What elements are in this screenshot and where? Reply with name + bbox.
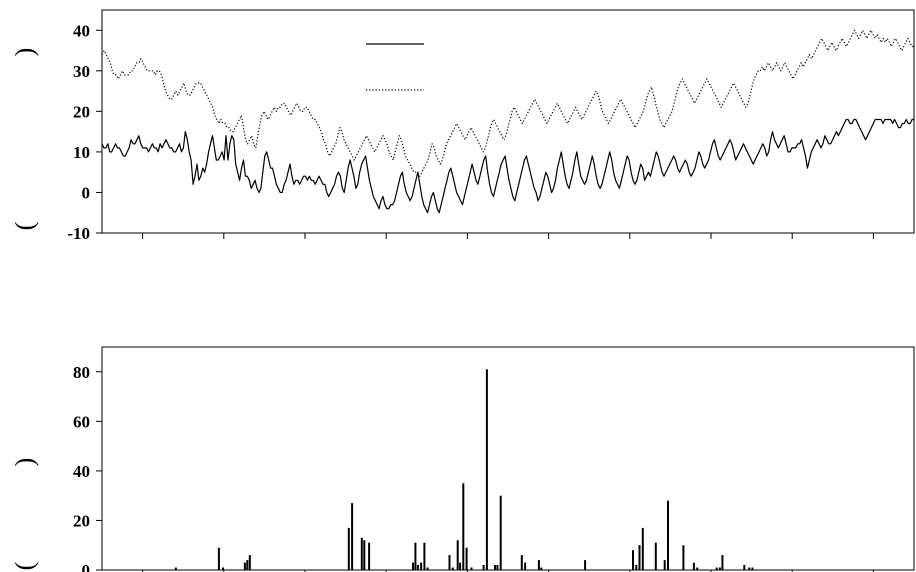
precip-bar (360, 537, 363, 570)
series-solid-line (101, 118, 914, 214)
precip-bar (470, 567, 473, 570)
precip-bar (682, 545, 685, 570)
precip-bar (482, 565, 485, 570)
precip-bar (667, 500, 669, 570)
chart2-ytick-label: 0 (82, 561, 91, 572)
chart1-plot-frame (101, 9, 915, 234)
precip-bar (416, 565, 419, 570)
chart2-bars (174, 369, 754, 570)
chart1-ylabel-paren-lower: ( (10, 222, 39, 231)
precip-bar (351, 503, 354, 570)
precip-bar (363, 540, 366, 570)
chart1-y-axis: -10 0 10 20 30 40 (67, 21, 102, 243)
precip-bar (217, 547, 220, 570)
chart2-plot-frame (101, 346, 915, 571)
precip-bar (663, 560, 666, 570)
chart1-ytick-label: 10 (73, 143, 90, 162)
precip-bar (718, 567, 721, 570)
precip-bar (751, 567, 754, 570)
precip-bar (584, 560, 587, 570)
chart1-ytick-label: 30 (73, 62, 90, 81)
precip-bar (174, 567, 177, 570)
precip-bar (540, 567, 543, 570)
chart1-ytick-label: -10 (67, 224, 90, 243)
precip-bar (426, 567, 429, 570)
precip-bar (485, 369, 488, 570)
precip-bar (243, 562, 246, 570)
chart2-ytick-label: 60 (73, 412, 90, 431)
precip-bar (721, 555, 724, 570)
precip-bar (654, 542, 657, 570)
chart1-x-axis (142, 233, 874, 239)
precip-bar (368, 542, 371, 570)
precip-bar (537, 560, 540, 570)
precip-bar (412, 562, 414, 570)
chart1-series (101, 29, 914, 214)
precip-bar (222, 567, 224, 570)
chart1-ytick-label: 40 (73, 21, 90, 40)
series-dotted-line (101, 29, 914, 177)
precip-bar (246, 560, 249, 570)
precip-bar (696, 567, 699, 570)
precip-bar (465, 547, 468, 570)
chart1-ytick-label: 20 (73, 102, 90, 121)
precip-bar (499, 495, 502, 570)
chart1-legend (366, 43, 424, 91)
chart2-y-axis: 0 20 40 60 80 (73, 363, 102, 572)
precip-bar (692, 562, 695, 570)
precip-bar (524, 562, 527, 570)
precip-bar (462, 483, 465, 570)
precip-bar (743, 565, 746, 570)
temperature-chart: -10 0 10 20 30 40 ) ( (10, 9, 915, 243)
precip-bar (635, 565, 638, 570)
precip-bar (420, 562, 423, 570)
chart2-ylabel-paren-lower: ( (10, 562, 39, 571)
precip-bar (748, 567, 751, 570)
precip-bar (414, 542, 417, 570)
precip-bar (451, 567, 454, 570)
chart2-ytick-label: 40 (73, 462, 90, 481)
chart1-ytick-label: 0 (82, 183, 91, 202)
precip-bar (248, 555, 251, 570)
chart2-ytick-label: 80 (73, 363, 90, 382)
chart2-x-axis (142, 570, 874, 572)
precip-bar (448, 555, 451, 570)
precip-bar (715, 567, 718, 570)
precip-bar (638, 545, 641, 570)
chart1-ylabel-paren-upper: ) (10, 48, 39, 57)
precip-bar (347, 527, 350, 570)
precipitation-chart: 0 20 40 60 80 ) ( (10, 346, 915, 572)
precip-bar (459, 562, 462, 570)
precip-bar (496, 565, 499, 570)
precip-bar (456, 540, 459, 570)
precip-bar (520, 555, 523, 570)
precip-bar (641, 527, 644, 570)
precip-bar (632, 550, 634, 570)
precip-bar (423, 542, 426, 570)
chart2-ytick-label: 20 (73, 511, 90, 530)
precip-bar (494, 565, 496, 570)
chart2-ylabel-paren-upper: ) (10, 458, 39, 467)
